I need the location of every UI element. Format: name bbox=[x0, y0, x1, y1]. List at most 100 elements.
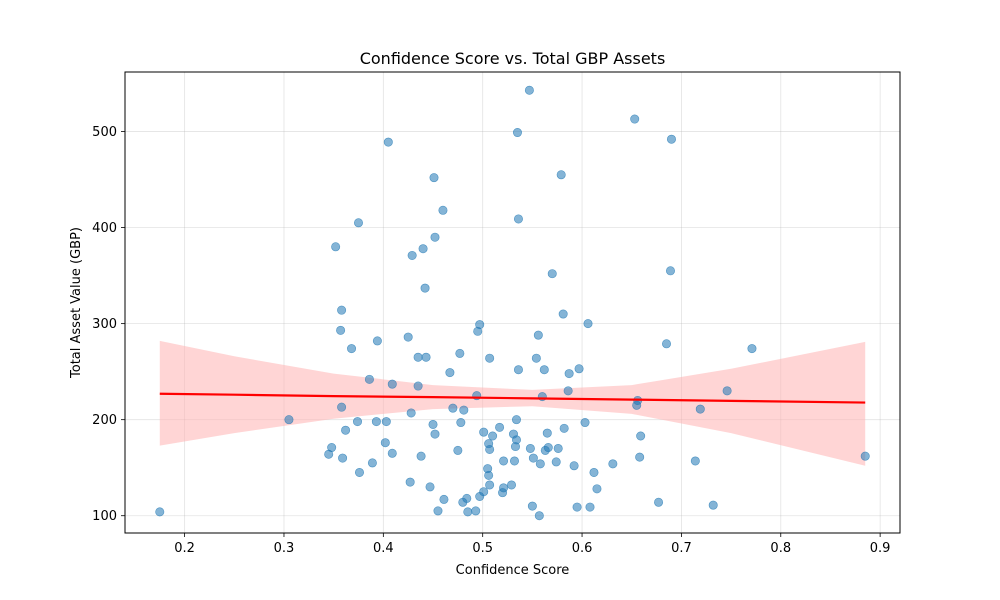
x-tick-label: 0.5 bbox=[472, 541, 493, 556]
data-point bbox=[403, 332, 413, 342]
x-axis-label: Confidence Score bbox=[456, 563, 570, 578]
data-point bbox=[535, 459, 545, 469]
data-point bbox=[543, 443, 553, 453]
data-point bbox=[372, 336, 382, 346]
data-point bbox=[722, 386, 732, 396]
data-point bbox=[556, 170, 566, 180]
data-point bbox=[665, 266, 675, 276]
data-point bbox=[352, 417, 362, 427]
data-point bbox=[327, 443, 337, 453]
data-point bbox=[455, 348, 465, 358]
y-axis-label: Total Asset Value (GBP) bbox=[69, 227, 84, 379]
data-point bbox=[574, 364, 584, 374]
data-point bbox=[589, 467, 599, 477]
data-point bbox=[572, 502, 582, 512]
data-point bbox=[695, 404, 705, 414]
data-point bbox=[527, 501, 537, 511]
data-point bbox=[488, 431, 498, 441]
data-point bbox=[341, 425, 351, 435]
x-tick-label: 0.2 bbox=[174, 541, 195, 556]
data-point bbox=[354, 467, 364, 477]
data-point bbox=[531, 353, 541, 363]
data-point bbox=[636, 431, 646, 441]
data-point bbox=[512, 128, 522, 138]
x-tick-label: 0.8 bbox=[770, 541, 791, 556]
data-point bbox=[585, 502, 595, 512]
data-point bbox=[580, 418, 590, 428]
x-tick-label: 0.3 bbox=[274, 541, 295, 556]
x-tick-label: 0.6 bbox=[572, 541, 593, 556]
data-point bbox=[635, 452, 645, 462]
plot-area-frame bbox=[124, 71, 901, 534]
data-point bbox=[462, 493, 472, 503]
data-point bbox=[666, 134, 676, 144]
data-point bbox=[416, 451, 426, 461]
y-tick-label: 200 bbox=[92, 413, 117, 428]
x-tick-label: 0.9 bbox=[870, 541, 891, 556]
data-point bbox=[430, 232, 440, 242]
data-point bbox=[456, 418, 466, 428]
data-point bbox=[507, 480, 517, 490]
data-point bbox=[438, 205, 448, 215]
y-tick-label: 500 bbox=[92, 125, 117, 140]
data-point bbox=[539, 365, 549, 375]
data-point bbox=[420, 283, 430, 293]
scatter-points bbox=[155, 85, 870, 521]
data-point bbox=[428, 419, 438, 429]
data-point bbox=[525, 443, 535, 453]
data-point bbox=[484, 470, 494, 480]
data-point bbox=[662, 339, 672, 349]
data-point bbox=[347, 344, 357, 354]
data-point bbox=[413, 352, 423, 362]
data-point bbox=[860, 451, 870, 461]
data-point bbox=[479, 427, 489, 437]
data-point bbox=[337, 402, 347, 412]
data-point bbox=[608, 459, 618, 469]
data-point bbox=[430, 429, 440, 439]
data-point bbox=[448, 403, 458, 413]
y-axis-ticks: 100 200 300 400 500 bbox=[92, 125, 125, 524]
data-point bbox=[690, 456, 700, 466]
regression-line bbox=[159, 392, 866, 404]
data-point bbox=[569, 461, 579, 471]
y-tick-label: 400 bbox=[92, 221, 117, 236]
x-tick-label: 0.7 bbox=[671, 541, 692, 556]
data-point bbox=[524, 85, 534, 95]
data-point bbox=[405, 477, 415, 487]
data-point bbox=[471, 506, 481, 516]
data-point bbox=[475, 320, 485, 330]
data-point bbox=[429, 173, 439, 183]
data-point bbox=[413, 381, 423, 391]
data-point bbox=[453, 445, 463, 455]
data-point bbox=[418, 244, 428, 254]
data-point bbox=[331, 242, 341, 252]
data-point bbox=[495, 422, 505, 432]
x-tick-label: 0.4 bbox=[373, 541, 394, 556]
data-point bbox=[513, 214, 523, 224]
data-point bbox=[284, 415, 294, 425]
data-point bbox=[485, 353, 495, 363]
y-tick-label: 100 bbox=[92, 509, 117, 524]
data-point bbox=[336, 325, 346, 335]
y-tick-label: 300 bbox=[92, 317, 117, 332]
data-point bbox=[553, 443, 563, 453]
data-point bbox=[381, 417, 391, 427]
data-point bbox=[463, 507, 473, 517]
data-point bbox=[533, 330, 543, 340]
data-point bbox=[511, 415, 521, 425]
data-point bbox=[364, 374, 374, 384]
data-point bbox=[542, 428, 552, 438]
data-point bbox=[513, 365, 523, 375]
data-point bbox=[367, 458, 377, 468]
data-point bbox=[485, 480, 495, 490]
regression-line-layer bbox=[159, 392, 866, 404]
data-point bbox=[564, 369, 574, 379]
data-point bbox=[547, 269, 557, 279]
data-point bbox=[459, 405, 469, 415]
data-point bbox=[407, 250, 417, 260]
data-point bbox=[708, 500, 718, 510]
data-point bbox=[421, 352, 431, 362]
data-point bbox=[534, 511, 544, 521]
data-point bbox=[630, 114, 640, 124]
